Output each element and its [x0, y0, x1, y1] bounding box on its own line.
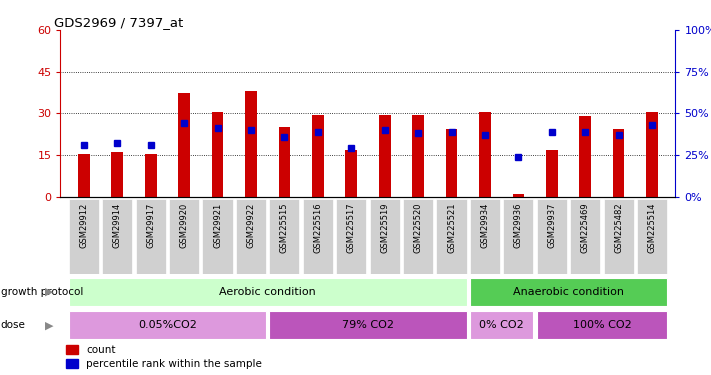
Text: dose: dose: [1, 320, 26, 330]
Bar: [245, 91, 257, 197]
Bar: [546, 150, 557, 197]
FancyBboxPatch shape: [236, 199, 266, 274]
Bar: [470, 311, 533, 339]
Text: GDS2969 / 7397_at: GDS2969 / 7397_at: [54, 16, 183, 29]
FancyBboxPatch shape: [169, 199, 199, 274]
Text: GSM225519: GSM225519: [380, 202, 389, 253]
Bar: [613, 129, 624, 197]
Text: GSM29934: GSM29934: [481, 202, 489, 248]
Text: Anaerobic condition: Anaerobic condition: [513, 286, 624, 297]
Text: 0% CO2: 0% CO2: [479, 320, 524, 330]
Bar: [579, 116, 591, 197]
Bar: [112, 152, 123, 197]
Text: GSM225469: GSM225469: [581, 202, 589, 253]
Text: GSM225515: GSM225515: [280, 202, 289, 253]
Bar: [178, 93, 190, 197]
FancyBboxPatch shape: [102, 199, 132, 274]
Text: 79% CO2: 79% CO2: [342, 320, 394, 330]
Text: 0.05%CO2: 0.05%CO2: [138, 320, 197, 330]
Bar: [69, 278, 466, 306]
Bar: [269, 311, 466, 339]
Bar: [513, 194, 524, 197]
Text: GSM29917: GSM29917: [146, 202, 155, 248]
Text: GSM225482: GSM225482: [614, 202, 623, 253]
Bar: [537, 311, 667, 339]
Bar: [479, 112, 491, 197]
Bar: [69, 311, 266, 339]
Text: Aerobic condition: Aerobic condition: [219, 286, 316, 297]
Text: GSM29937: GSM29937: [547, 202, 556, 248]
Text: GSM29920: GSM29920: [180, 202, 188, 248]
FancyBboxPatch shape: [437, 199, 466, 274]
Bar: [646, 112, 658, 197]
Text: GSM225514: GSM225514: [648, 202, 656, 253]
Text: ▶: ▶: [45, 320, 53, 330]
FancyBboxPatch shape: [69, 199, 99, 274]
Bar: [412, 115, 424, 197]
Bar: [470, 278, 667, 306]
Text: ▶: ▶: [45, 286, 53, 297]
Text: GSM29936: GSM29936: [514, 202, 523, 248]
Bar: [78, 154, 90, 197]
FancyBboxPatch shape: [370, 199, 400, 274]
Bar: [145, 154, 156, 197]
Bar: [446, 129, 457, 197]
FancyBboxPatch shape: [503, 199, 533, 274]
FancyBboxPatch shape: [537, 199, 567, 274]
Text: GSM225517: GSM225517: [347, 202, 356, 253]
Text: growth protocol: growth protocol: [1, 286, 83, 297]
FancyBboxPatch shape: [637, 199, 667, 274]
Text: GSM225516: GSM225516: [314, 202, 322, 253]
FancyBboxPatch shape: [336, 199, 366, 274]
FancyBboxPatch shape: [136, 199, 166, 274]
FancyBboxPatch shape: [203, 199, 232, 274]
Text: GSM29912: GSM29912: [80, 202, 88, 248]
Text: GSM225521: GSM225521: [447, 202, 456, 253]
FancyBboxPatch shape: [470, 199, 500, 274]
FancyBboxPatch shape: [403, 199, 433, 274]
FancyBboxPatch shape: [303, 199, 333, 274]
Bar: [379, 115, 390, 197]
FancyBboxPatch shape: [269, 199, 299, 274]
Bar: [346, 150, 357, 197]
Text: 100% CO2: 100% CO2: [572, 320, 631, 330]
FancyBboxPatch shape: [570, 199, 600, 274]
Bar: [312, 115, 324, 197]
Text: GSM29922: GSM29922: [247, 202, 255, 248]
Text: GSM29921: GSM29921: [213, 202, 222, 248]
Legend: count, percentile rank within the sample: count, percentile rank within the sample: [65, 345, 262, 369]
FancyBboxPatch shape: [604, 199, 634, 274]
Text: GSM29914: GSM29914: [113, 202, 122, 248]
Text: GSM225520: GSM225520: [414, 202, 422, 253]
Bar: [212, 112, 223, 197]
Bar: [279, 128, 290, 197]
